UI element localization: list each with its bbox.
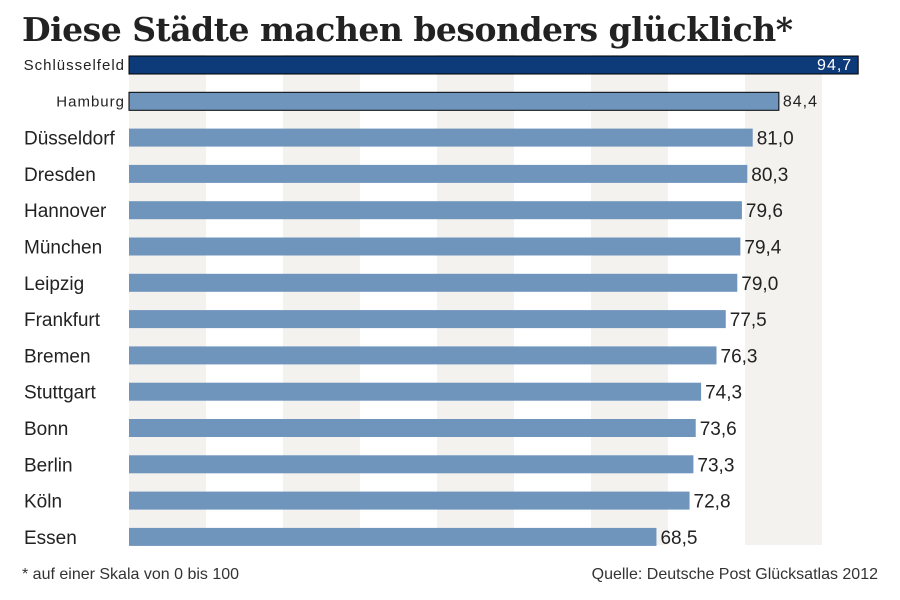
value-label: 81,0: [757, 129, 794, 150]
bar-chart: Schlüsselfeld 94,7 Hamburg 84,4 Düsseldorf 81…: [24, 55, 859, 549]
value-label: 79,0: [741, 274, 778, 295]
bar: [128, 91, 780, 111]
category-label: Dresden: [24, 165, 96, 186]
category-label: Hamburg: [56, 93, 125, 110]
bar: [129, 201, 742, 220]
value-label: 77,5: [730, 310, 767, 331]
value-label: 72,8: [694, 492, 731, 513]
grid-band: [745, 55, 822, 545]
category-label: Bonn: [24, 419, 68, 440]
category-label: München: [24, 238, 102, 259]
bar: [129, 455, 694, 474]
category-label: Köln: [24, 492, 62, 513]
category-label: Berlin: [24, 455, 73, 476]
value-label: 74,3: [705, 383, 742, 404]
bar: [129, 310, 726, 329]
value-label: 73,3: [697, 455, 734, 476]
bar: [129, 382, 702, 401]
chart-title: Diese Städte machen besonders glücklich*: [22, 10, 793, 49]
value-label: 80,3: [751, 165, 788, 186]
category-label: Frankfurt: [24, 310, 101, 331]
footnote: * auf einer Skala von 0 bis 100: [22, 566, 240, 583]
value-label: 76,3: [721, 346, 758, 367]
bar: [129, 273, 738, 292]
bar: [129, 419, 696, 437]
value-label: 79,4: [744, 238, 781, 259]
category-label: Stuttgart: [24, 383, 97, 404]
value-label: 79,6: [746, 201, 783, 222]
bar: [129, 164, 748, 183]
value-label: 73,6: [700, 419, 737, 440]
value-label: 84,4: [783, 93, 818, 110]
bar: [129, 346, 717, 365]
category-label: Leipzig: [24, 274, 84, 295]
category-label: Hannover: [24, 201, 107, 222]
bar: [129, 491, 690, 510]
category-label: Bremen: [24, 346, 91, 367]
bar: [129, 237, 741, 256]
category-label: Essen: [24, 528, 77, 549]
value-label: 68,5: [660, 528, 697, 549]
value-label: 94,7: [817, 57, 852, 74]
bar: [129, 527, 657, 546]
source-note: Quelle: Deutsche Post Glücksatlas 2012: [591, 566, 878, 583]
bar: [128, 55, 859, 75]
bar: [129, 128, 753, 147]
category-label: Schlüsselfeld: [24, 57, 125, 74]
category-label: Düsseldorf: [24, 129, 116, 150]
